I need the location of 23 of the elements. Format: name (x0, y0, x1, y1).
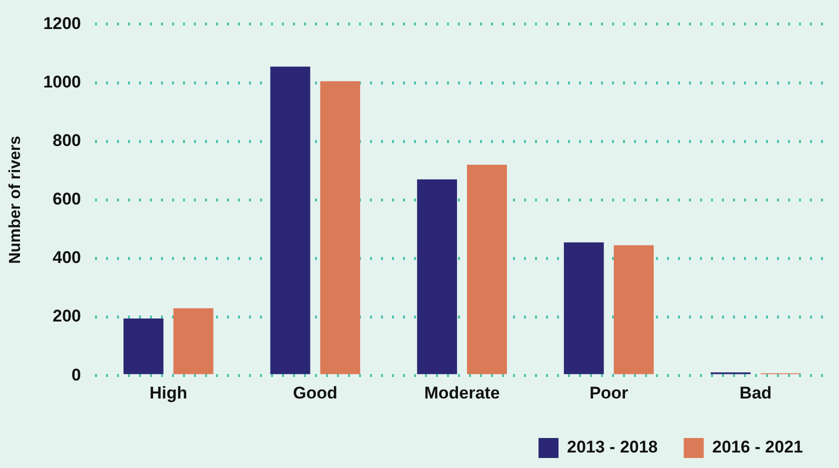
y-axis-title: Number of rivers (7, 136, 24, 264)
y-tick-label: 1200 (43, 14, 82, 33)
y-tick-label: 600 (52, 190, 82, 209)
x-tick-label: Moderate (424, 383, 500, 402)
bar (320, 81, 360, 374)
bar (270, 66, 310, 374)
legend-label: 2013 - 2018 (567, 438, 658, 457)
y-tick-label: 800 (52, 131, 82, 150)
bar (564, 242, 604, 374)
bar (123, 318, 164, 374)
x-tick-label: Good (293, 383, 338, 402)
bar (467, 164, 507, 374)
legend-label: 2016 - 2021 (712, 438, 804, 457)
y-tick-label: 200 (52, 306, 82, 326)
bar (614, 245, 654, 374)
y-tick-label: 1000 (43, 72, 82, 92)
y-tick-label: 400 (52, 248, 82, 268)
x-tick-label: Poor (589, 383, 629, 402)
bar (173, 308, 214, 374)
bar (417, 179, 458, 374)
y-tick-label: 0 (72, 365, 82, 384)
x-tick-label: High (150, 383, 188, 402)
x-tick-label: Bad (740, 383, 772, 402)
